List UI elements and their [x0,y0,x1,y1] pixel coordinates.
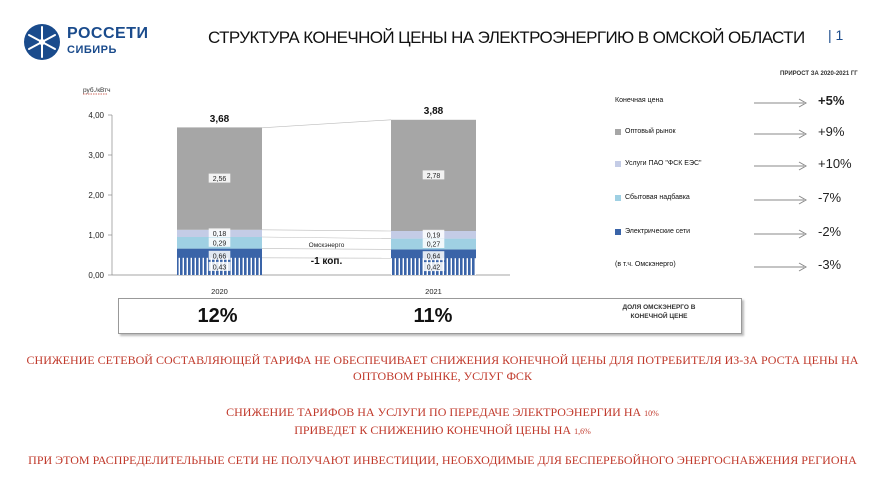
connector-line [261,229,392,232]
legend-item: (в т.ч. Омскэнерго) [615,261,676,275]
legend-label: Оптовый рынок [625,128,676,135]
bar-value-label: 0,19 [427,232,441,239]
legend-item: Услуги ПАО "ФСК ЕЭС" [615,160,702,174]
share-value-2020: 12% [197,305,238,327]
y-tick-label: 3,00 [88,151,104,160]
growth-value: +10% [818,156,852,171]
legend-label: Сбытовая надбавка [625,194,690,201]
stacked-bar-chart: руб./кВтч 0,00 1,00 2,00 3,00 4,00 0,66 0,29 0… [83,86,510,296]
legend-item: Конечная цена [615,97,663,111]
bar-value-label: 0,18 [213,231,227,238]
statement-2b-pct: 1,6% [574,427,591,436]
logo-name: РОССЕТИ [67,25,149,42]
bar-label-bg [208,261,231,271]
page-title: СТРУКТУРА КОНЕЧНОЙ ЦЕНЫ НА ЭЛЕКТРОЭНЕРГИ… [208,28,805,47]
growth-value: +9% [818,124,845,139]
bottom-statement-2: СНИЖЕНИЕ ТАРИФОВ НА УСЛУГИ ПО ПЕРЕДАЧЕ Э… [20,404,865,440]
legend-swatch [615,160,621,167]
bottom-statement-1: СНИЖЕНИЕ СЕТЕВОЙ СОСТАВЛЯЮЩЕЙ ТАРИФА НЕ … [26,353,859,383]
bar-value-label: 0,66 [213,253,227,260]
logo-emblem-icon [24,24,60,60]
y-tick-label: 1,00 [88,231,104,240]
x-tick-label: 2021 [425,287,442,296]
y-tick-label: 4,00 [88,111,104,120]
share-panel [118,298,742,334]
connector-line [261,248,392,250]
arrow-right-icon [754,195,808,205]
growth-value: -3% [818,257,842,272]
growth-value: -2% [818,224,842,239]
arrow-right-icon [754,262,808,272]
legend-swatch [615,194,621,201]
bar-label-bg [422,251,445,261]
subseries-value-label: 0,42 [427,265,441,272]
arrow-right-icon [754,129,808,139]
legend-swatch [615,228,621,235]
bottom-statement-3: ПРИ ЭТОМ РАСПРЕДЕЛИТЕЛЬНЫЕ СЕТИ НЕ ПОЛУЧ… [28,453,857,467]
bar-label-bg [208,173,231,183]
legend-item: Электрические сети [615,228,690,242]
bar-total-label: 3,68 [210,114,230,125]
statement-2a-pct: 10% [644,409,659,418]
annotation-value: -1 коп. [311,256,343,267]
growth-value: +5% [818,93,845,108]
x-tick-label: 2020 [211,287,228,296]
company-logo: РОССЕТИ СИБИРЬ [22,22,172,62]
statement-2b: ПРИВЕДЕТ К СНИЖЕНИЮ КОНЕЧНОЙ ЦЕНЫ НА [294,423,575,437]
arrow-right-icon [754,98,808,108]
statement-2a: СНИЖЕНИЕ ТАРИФОВ НА УСЛУГИ ПО ПЕРЕДАЧЕ Э… [226,405,645,419]
bar-label-bg [422,229,445,239]
connector-line [261,236,392,239]
legend-swatch [615,128,621,135]
bar-label-bg [422,170,445,180]
legend-label: (в т.ч. Омскэнерго) [615,261,676,268]
bar-value-label: 0,27 [427,242,441,249]
share-value-2021: 11% [413,305,453,327]
subseries-value-label: 0,43 [213,264,227,271]
page-number: | 1 [828,27,844,43]
connector-line [261,119,392,129]
legend-label: Электрические сети [625,228,691,235]
legend-label: Услуги ПАО "ФСК ЕЭС" [625,160,702,167]
share-label: ДОЛЯ ОМСКЭНЕРГО В КОНЕЧНОЙ ЦЕНЕ [622,304,696,320]
bar-label-bg [208,228,231,238]
growth-header: ПРИРОСТ ЗА 2020-2021 ГГ [780,71,858,77]
legend-label: Конечная цена [615,97,664,104]
arrow-right-icon [754,161,808,171]
bar-label-bg [208,250,231,260]
bar-value-label: 0,64 [427,254,441,261]
bar-value-label: 2,56 [213,176,227,183]
y-tick-label: 0,00 [88,271,104,280]
arrow-right-icon [754,229,808,239]
y-tick-label: 2,00 [88,191,104,200]
bar-label-bg [422,239,445,248]
bar-label-bg [422,262,445,272]
bar-value-label: 2,78 [427,173,441,180]
bar-label-bg [208,237,231,247]
bar-value-label: 0,29 [213,240,227,247]
legend-item: Сбытовая надбавка [615,194,690,208]
legend-item: Оптовый рынок [615,128,676,142]
logo-subname: СИБИРЬ [67,44,117,56]
annotation-label: Омскэнерго [309,242,345,249]
bar-total-label: 3,88 [424,106,444,117]
growth-value: -7% [818,190,842,205]
y-axis-label: руб./кВтч [83,86,111,94]
